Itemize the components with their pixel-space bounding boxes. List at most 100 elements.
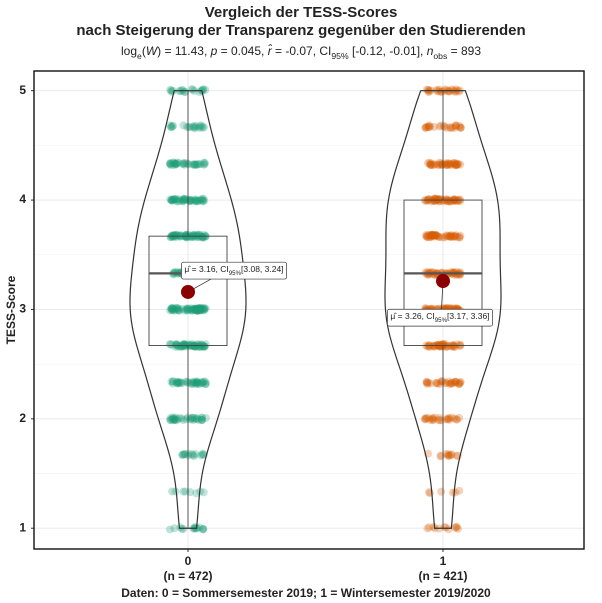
text-part: W (146, 44, 159, 58)
observation (190, 196, 199, 205)
text-part: e (137, 51, 142, 61)
observation (446, 379, 455, 388)
observation (177, 342, 186, 351)
observation (189, 230, 198, 239)
observation (450, 342, 459, 351)
observation (179, 159, 188, 168)
observation (170, 416, 179, 425)
observation (428, 231, 437, 240)
observation (446, 232, 455, 241)
observation (431, 231, 440, 240)
observation (423, 196, 432, 205)
observation (451, 378, 460, 387)
observation (197, 378, 206, 387)
observation (193, 378, 202, 387)
text-part: r̂ (268, 43, 273, 58)
observation (166, 160, 175, 169)
mean-label-box (387, 308, 493, 327)
observation (426, 230, 435, 239)
observation (429, 232, 438, 241)
x-tick-sublabel: (n = 421) (418, 569, 467, 583)
text-part: 95% (435, 317, 448, 324)
text-part: [-0.12, -0.01], (349, 44, 427, 58)
observation (167, 161, 176, 170)
text-part: = -0.07, CI (272, 44, 332, 58)
observation (197, 304, 206, 313)
observation (449, 232, 458, 241)
observation (195, 304, 204, 313)
observation (166, 414, 175, 423)
observation (424, 195, 433, 204)
observation (451, 523, 460, 532)
y-axis-label: TESS-Score (4, 275, 18, 344)
observation (197, 340, 206, 349)
observation (193, 306, 202, 315)
observation (188, 416, 197, 425)
observation (442, 231, 451, 240)
observation (454, 379, 463, 388)
text-part: log (121, 44, 137, 58)
observation (198, 232, 207, 241)
observation (184, 160, 193, 169)
observation (423, 159, 432, 168)
observation (166, 159, 175, 168)
observation (451, 377, 460, 386)
observation (426, 160, 435, 169)
observation (426, 232, 435, 241)
observation (435, 85, 444, 94)
observation (438, 340, 447, 349)
text-part: obs (433, 51, 447, 61)
observation (446, 232, 455, 241)
observation (444, 451, 453, 460)
observation (181, 450, 190, 459)
observation (193, 231, 202, 240)
x-tick-label: 0 (185, 554, 192, 568)
observation (171, 160, 180, 169)
observation (172, 230, 181, 239)
observation (196, 305, 205, 314)
observation (193, 377, 202, 386)
observation (197, 414, 206, 423)
observation (197, 306, 206, 315)
observation (187, 414, 196, 423)
observation (452, 522, 461, 531)
observation (198, 525, 207, 534)
observation (171, 413, 180, 422)
observation (456, 197, 465, 206)
observation (193, 196, 202, 205)
observation (189, 122, 198, 131)
observation (170, 304, 179, 313)
observation (173, 379, 182, 388)
observation (173, 158, 182, 167)
observation (188, 450, 197, 459)
observation (451, 231, 460, 240)
observation (183, 304, 192, 313)
observation (429, 160, 438, 169)
observation (189, 378, 198, 387)
observation (180, 194, 189, 203)
observation (451, 121, 460, 130)
observation (195, 304, 204, 313)
observation (453, 197, 462, 206)
mean-label: μ̂ = 3.16, CI95%[3.08, 3.24] (181, 261, 287, 280)
observation (442, 449, 451, 458)
observation (427, 197, 436, 206)
observation (199, 194, 208, 203)
observation (429, 196, 438, 205)
observation (193, 160, 202, 169)
observation (422, 414, 431, 423)
observation (179, 196, 188, 205)
observation (192, 379, 201, 388)
observation (183, 122, 192, 131)
observation (195, 88, 204, 97)
observation (168, 414, 177, 423)
observation (432, 378, 441, 387)
observation (443, 123, 452, 132)
observation (438, 160, 447, 169)
observation (197, 378, 206, 387)
observation (168, 196, 177, 205)
observation (456, 342, 465, 351)
observation (201, 380, 210, 389)
observation (171, 159, 180, 168)
observation (179, 487, 188, 496)
